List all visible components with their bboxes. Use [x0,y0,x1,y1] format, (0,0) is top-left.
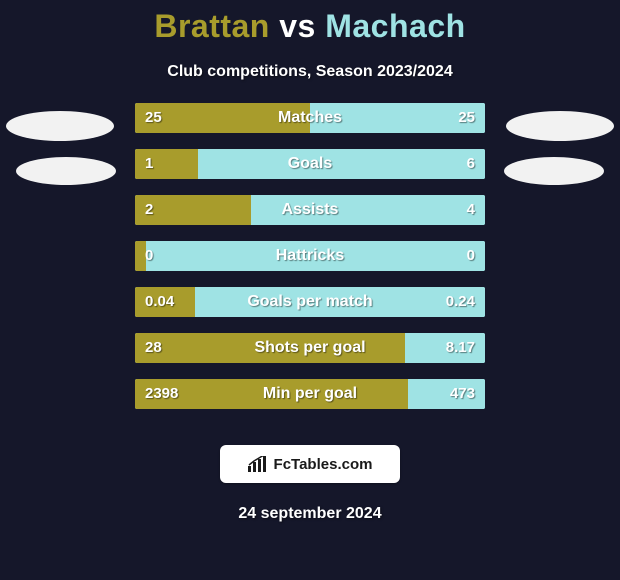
subtitle: Club competitions, Season 2023/2024 [0,63,620,81]
page-title: Brattan vs Machach [0,0,620,45]
stat-row: 2525Matches [135,103,485,133]
comparison-card: Brattan vs Machach Club competitions, Se… [0,0,620,580]
stat-label: Goals per match [135,287,485,317]
player2-name: Machach [325,8,465,44]
player2-badge-top [506,111,614,141]
vs-text: vs [279,8,316,44]
brand-text: FcTables.com [274,456,373,473]
stats-chart: 2525Matches16Goals24Assists00Hattricks0.… [0,111,620,431]
player2-badge-bottom [504,157,604,185]
stat-label: Shots per goal [135,333,485,363]
stat-row: 16Goals [135,149,485,179]
player1-badge-bottom [16,157,116,185]
brand-chart-icon [248,456,268,472]
stat-row: 0.040.24Goals per match [135,287,485,317]
player1-name: Brattan [154,8,270,44]
stat-row: 00Hattricks [135,241,485,271]
stat-rows-container: 2525Matches 16Goals 24Assists 00Hattricks 0.… [135,103,485,425]
player1-badge-top [6,111,114,141]
stat-row: 288.17Shots per goal [135,333,485,363]
date-text: 24 september 2024 [0,505,620,523]
stat-row: 2398473Min per goal [135,379,485,409]
stat-label: Goals [135,149,485,179]
stat-label: Hattricks [135,241,485,271]
stat-label: Assists [135,195,485,225]
brand-badge: FcTables.com [220,445,400,483]
stat-label: Min per goal [135,379,485,409]
stat-row: 24Assists [135,195,485,225]
stat-label: Matches [135,103,485,133]
